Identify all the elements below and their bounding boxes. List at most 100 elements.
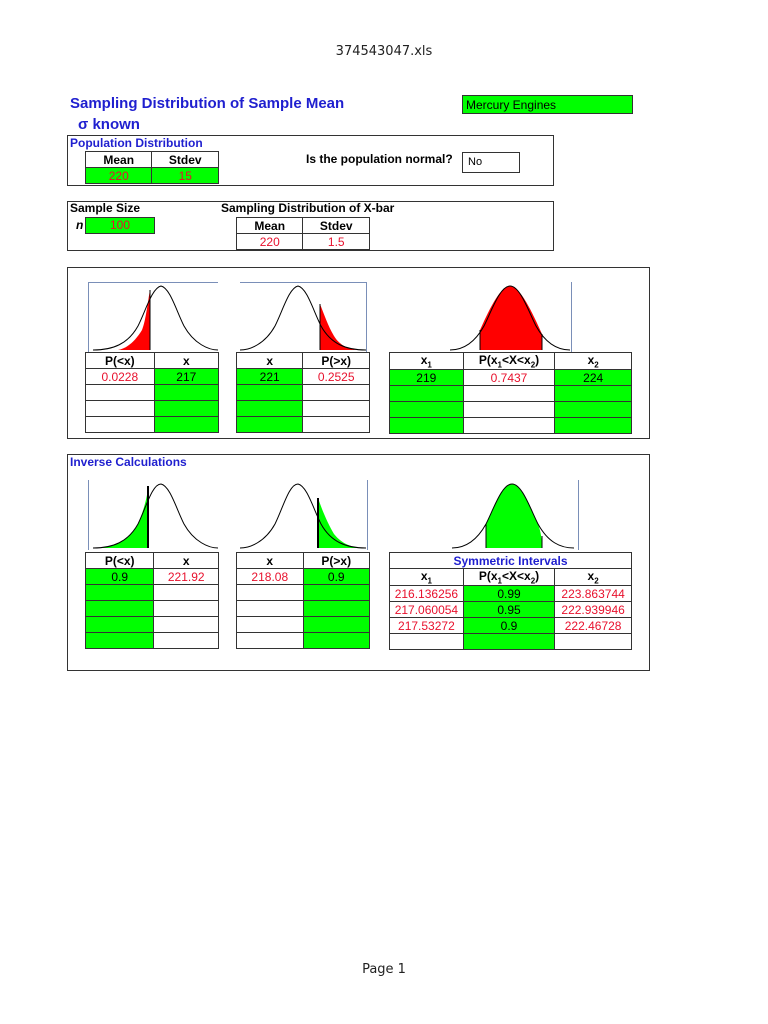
inv-right-x-cell	[236, 600, 304, 617]
inv-right-p-cell[interactable]	[302, 632, 371, 649]
sym-p-cell[interactable]	[462, 633, 556, 651]
inv-right-p-cell[interactable]	[302, 616, 371, 633]
sym-x1-value: 217.060054	[389, 601, 464, 619]
inv-left-p-cell[interactable]	[84, 632, 155, 649]
right-p-header: P(>x)	[302, 352, 370, 369]
curve-right-tail	[240, 282, 367, 352]
left-tail-table: P(<x) x 0.0228 217	[85, 352, 220, 433]
sym-x1-header: x1	[389, 567, 464, 587]
left-x-header: x	[153, 352, 220, 369]
symmetric-area	[486, 484, 542, 548]
inv-right-x-cell	[236, 616, 304, 633]
between-x1-cell[interactable]	[389, 385, 464, 403]
between-table: x1 P(x1<X<x2) x2 219 0.7437 224	[389, 351, 632, 435]
inv-right-p-input[interactable]: 0.9	[302, 568, 371, 585]
xbar-table: Mean Stdev 220 1.5	[235, 217, 370, 250]
left-x-input[interactable]: 217	[153, 368, 220, 385]
bell-curve	[451, 483, 575, 549]
curve-between	[449, 282, 572, 352]
sym-p-input[interactable]: 0.95	[462, 601, 556, 619]
inv-right-p-header: P(>x)	[302, 552, 371, 569]
inverse-curve-left	[88, 480, 218, 550]
right-x-input[interactable]: 221	[235, 368, 304, 385]
right-x-input-cell[interactable]	[235, 416, 304, 433]
pop-stdev-input[interactable]: 15	[151, 167, 219, 184]
inv-right-x-cell	[236, 632, 304, 649]
right-p-cell	[302, 384, 370, 401]
between-x1-header: x1	[389, 351, 464, 371]
right-x-header: x	[235, 352, 304, 369]
between-x2-cell[interactable]	[554, 385, 632, 403]
inv-left-p-cell[interactable]	[84, 616, 155, 633]
right-x-input-cell[interactable]	[235, 400, 304, 417]
sym-p-input[interactable]: 0.99	[462, 585, 556, 603]
inv-left-x-cell	[153, 632, 219, 649]
inv-left-p-cell[interactable]	[84, 600, 155, 617]
between-x2-cell[interactable]	[554, 417, 632, 435]
left-p-cell	[85, 416, 155, 433]
inv-left-x-value: 221.92	[153, 568, 219, 585]
inv-left-x-cell	[153, 584, 219, 601]
inverse-curve-symmetric	[451, 480, 579, 550]
pop-stdev-header: Stdev	[151, 151, 219, 168]
left-p-cell	[85, 384, 155, 401]
left-x-input-cell[interactable]	[153, 416, 220, 433]
bell-curve	[449, 285, 571, 351]
pop-mean-header: Mean	[84, 151, 153, 168]
between-x2-input[interactable]: 224	[554, 369, 632, 387]
left-p-cell	[85, 400, 155, 417]
sample-size-input[interactable]: 100	[85, 217, 155, 234]
inv-left-p-cell[interactable]	[84, 584, 155, 601]
between-x1-cell[interactable]	[389, 401, 464, 419]
sym-p-input[interactable]: 0.9	[462, 617, 556, 635]
inv-right-p-cell[interactable]	[302, 584, 371, 601]
right-p-cell	[302, 416, 370, 433]
curve-left-tail	[88, 282, 218, 352]
bell-curve	[240, 285, 367, 351]
sym-p-header: P(x1<X<x2)	[462, 567, 556, 587]
sigma-symbol: σ	[78, 116, 89, 133]
right-x-input-cell[interactable]	[235, 384, 304, 401]
xbar-mean-value: 220	[235, 233, 304, 250]
sym-x1-value: 216.136256	[389, 585, 464, 603]
inv-left-p-header: P(<x)	[84, 552, 155, 569]
probability-box	[67, 267, 650, 439]
left-p-value: 0.0228	[85, 368, 155, 385]
left-p-header: P(<x)	[85, 352, 155, 369]
inverse-left-area	[94, 486, 148, 548]
sym-x2-value: 222.939946	[554, 601, 632, 619]
inverse-right-table: x P(>x) 218.08 0.9	[236, 552, 371, 649]
xbar-mean-header: Mean	[235, 217, 304, 234]
inv-left-p-input[interactable]: 0.9	[84, 568, 155, 585]
page-number: Page 1	[362, 962, 406, 977]
left-x-input-cell[interactable]	[153, 384, 220, 401]
left-tail-area	[118, 290, 150, 350]
sym-x2-value: 222.46728	[554, 617, 632, 635]
bell-curve	[240, 483, 367, 549]
right-p-value: 0.2525	[302, 368, 370, 385]
right-p-cell	[302, 400, 370, 417]
xbar-stdev-value: 1.5	[302, 233, 370, 250]
sample-box	[67, 201, 554, 251]
company-input[interactable]: Mercury Engines	[462, 95, 633, 114]
between-p-cell	[462, 385, 556, 403]
between-x2-cell[interactable]	[554, 401, 632, 419]
subtitle-text: known	[92, 116, 140, 133]
between-x1-input[interactable]: 219	[389, 369, 464, 387]
inverse-right-area	[318, 498, 366, 548]
population-label: Population Distribution	[70, 136, 203, 150]
between-x2-header: x2	[554, 351, 632, 371]
pop-mean-input[interactable]: 220	[84, 167, 153, 184]
inverse-left-table: P(<x) x 0.9 221.92	[84, 552, 219, 649]
inv-left-x-cell	[153, 600, 219, 617]
xbar-label: Sampling Distribution of X-bar	[221, 201, 395, 215]
n-label: n	[76, 218, 84, 232]
between-x1-cell[interactable]	[389, 417, 464, 435]
bell-curve	[92, 483, 218, 549]
inv-right-p-cell[interactable]	[302, 600, 371, 617]
between-p-cell	[462, 417, 556, 435]
sym-x2-value: 223.863744	[554, 585, 632, 603]
normal-answer-input[interactable]: No	[462, 152, 520, 173]
left-x-input-cell[interactable]	[153, 400, 220, 417]
between-p-cell	[462, 401, 556, 419]
